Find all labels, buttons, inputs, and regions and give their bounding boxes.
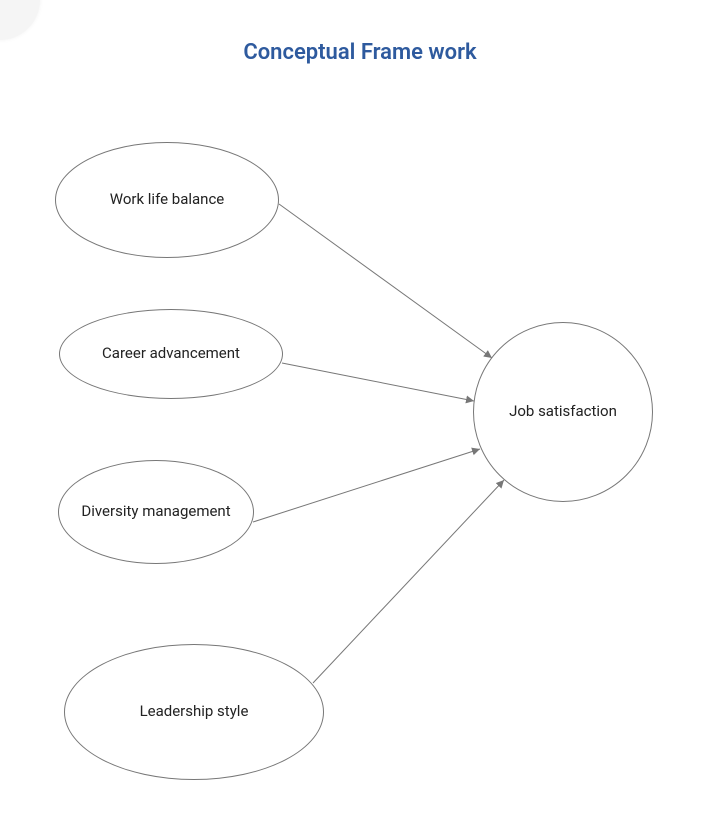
node-label: Diversity management	[71, 502, 240, 522]
edge-career-to-jobsat	[282, 363, 474, 401]
node-label: Job satisfaction	[499, 402, 627, 422]
node-work_life: Work life balance	[55, 142, 279, 258]
node-diversity: Diversity management	[58, 460, 254, 564]
edge-diversity-to-jobsat	[253, 449, 480, 522]
edge-work_life-to-jobsat	[279, 204, 492, 358]
diagram-canvas: Conceptual Frame work Work life balance C…	[0, 0, 720, 826]
node-jobsat: Job satisfaction	[473, 322, 653, 502]
diagram-title: Conceptual Frame work	[0, 40, 720, 65]
corner-decoration	[0, 0, 40, 40]
node-label: Leadership style	[130, 702, 259, 722]
node-label: Work life balance	[100, 190, 235, 210]
node-leadership: Leadership style	[64, 644, 324, 780]
edge-leadership-to-jobsat	[313, 480, 504, 683]
node-label: Career advancement	[92, 344, 250, 364]
node-career: Career advancement	[59, 309, 283, 399]
